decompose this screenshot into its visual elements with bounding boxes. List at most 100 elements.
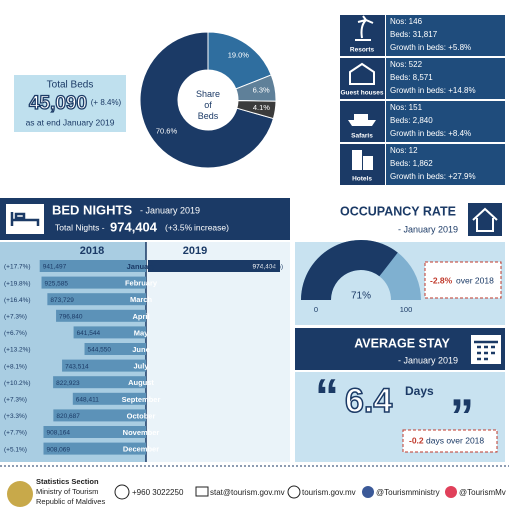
pie-slice xyxy=(139,31,275,169)
category-name: Guest houses xyxy=(341,90,384,97)
bar xyxy=(62,359,146,372)
category-beds: Beds: 2,840 xyxy=(390,116,433,125)
average-stay-value: 6.4 xyxy=(345,382,392,420)
bar-label: 743,514 xyxy=(65,363,89,370)
average-stay-change-suffix: days over 2018 xyxy=(426,435,484,445)
occupancy-change: -2.8% xyxy=(430,275,453,285)
month-label: June xyxy=(132,345,150,354)
change-label: (+5.1%) xyxy=(4,446,27,453)
info-box xyxy=(386,101,505,142)
email-icon xyxy=(195,486,209,497)
category-beds: Beds: 1,862 xyxy=(390,159,433,168)
category-growth: Growth in beds: +27.9% xyxy=(390,172,476,181)
bar-label: 873,729 xyxy=(50,297,74,304)
bar-label: 908,069 xyxy=(46,446,70,453)
change-label: (+13.2%) xyxy=(4,347,31,354)
total-beds-note: as at end January 2019 xyxy=(26,117,115,127)
month-label: October xyxy=(127,411,156,420)
bar-label: 925,585 xyxy=(45,280,69,287)
footer-org: Republic of Maldives xyxy=(36,497,105,506)
category-nos: Nos: 146 xyxy=(390,17,423,26)
footer-phone: +960 3022250 xyxy=(132,488,184,497)
info-box xyxy=(386,15,505,56)
legend-entry: 2019 xyxy=(183,245,207,257)
category-growth: Growth in beds: +5.8% xyxy=(390,43,471,52)
facebook-icon xyxy=(362,486,374,498)
info-box xyxy=(386,144,505,185)
category-name: Safaris xyxy=(351,133,373,140)
category-name: Resorts xyxy=(350,47,375,54)
change-label: (+16.4%) xyxy=(4,297,31,304)
change-label: (+7.3%) xyxy=(4,397,27,404)
total-beds-change: (+ 8.4%) xyxy=(91,98,122,107)
phone-icon xyxy=(114,484,130,500)
month-label: September xyxy=(122,395,161,404)
bar xyxy=(43,426,147,438)
category-beds: Beds: 31,817 xyxy=(390,30,438,39)
quote-open: “ xyxy=(315,371,339,424)
bar xyxy=(73,326,146,339)
total-beds-value: 45,090 xyxy=(29,93,87,114)
change-label: (+10.2%) xyxy=(4,380,31,387)
web-icon xyxy=(287,485,301,499)
calendar-lines xyxy=(474,340,498,361)
month-label: July xyxy=(133,362,149,371)
chart-panel xyxy=(146,242,290,462)
bar xyxy=(47,293,146,306)
month-label: January xyxy=(127,262,157,271)
pie-label: 70.6% xyxy=(156,126,178,135)
occupancy-icon xyxy=(472,207,498,232)
bar xyxy=(56,309,146,322)
bed-nights-title: BED NIGHTS xyxy=(52,202,133,217)
bar-label: 796,840 xyxy=(59,314,83,321)
category-growth: Growth in beds: +14.8% xyxy=(390,86,476,95)
bar xyxy=(53,376,146,389)
month-label: December xyxy=(123,445,159,454)
bed-nights-period: - January 2019 xyxy=(140,205,200,215)
month-label: March xyxy=(130,295,153,304)
safari-icon xyxy=(348,114,376,126)
bar xyxy=(39,260,146,272)
total-beds-label: Total Beds xyxy=(47,80,94,91)
emblem xyxy=(7,481,33,507)
month-label: April xyxy=(132,312,149,321)
average-stay-change: -0.2 xyxy=(409,435,424,445)
change-label: (+7.7%) xyxy=(4,430,27,437)
change-label: (+8.1%) xyxy=(4,363,27,370)
category-nos: Nos: 12 xyxy=(390,146,418,155)
category-nos: Nos: 522 xyxy=(390,60,423,69)
bar-label: 908,164 xyxy=(46,430,70,437)
bar-label: 941,497 xyxy=(43,264,67,271)
category-panels xyxy=(340,15,505,185)
total-nights-value: 974,404 xyxy=(110,219,158,234)
change-label: (+3.3%) xyxy=(4,413,27,420)
occupancy-period: - January 2019 xyxy=(398,224,458,234)
month-label: May xyxy=(134,328,149,337)
gauge-tick-label: 100 xyxy=(400,305,413,314)
total-nights-change-suffix: increase) xyxy=(194,222,229,232)
pie-label: 4.1% xyxy=(253,103,270,112)
bar-label: 544,550 xyxy=(88,347,112,354)
icon-box xyxy=(340,144,385,185)
pie-label: 19.0% xyxy=(228,50,250,59)
bar-label: 822,923 xyxy=(56,380,80,387)
total-beds-box xyxy=(14,75,126,132)
category-nos: Nos: 151 xyxy=(390,103,423,112)
bar xyxy=(72,392,146,405)
month-label: November xyxy=(123,428,160,437)
bed-nights-header xyxy=(0,198,290,240)
guesthouse-icon xyxy=(349,62,375,85)
bar xyxy=(53,409,146,422)
pie-slice xyxy=(236,100,277,120)
info-box xyxy=(386,58,505,99)
occupancy-title: OCCUPANCY RATE xyxy=(340,204,456,218)
bar-label: 641,544 xyxy=(77,330,101,337)
pie-center-label: Share of Beds xyxy=(196,89,220,121)
footer-twitter: @TourismMv xyxy=(459,488,506,497)
average-stay-header xyxy=(295,328,505,370)
bed-icon xyxy=(10,212,40,226)
footer-facebook: @Tourismministry xyxy=(376,488,440,497)
occupancy-change-box xyxy=(424,261,502,299)
bar xyxy=(84,343,146,355)
